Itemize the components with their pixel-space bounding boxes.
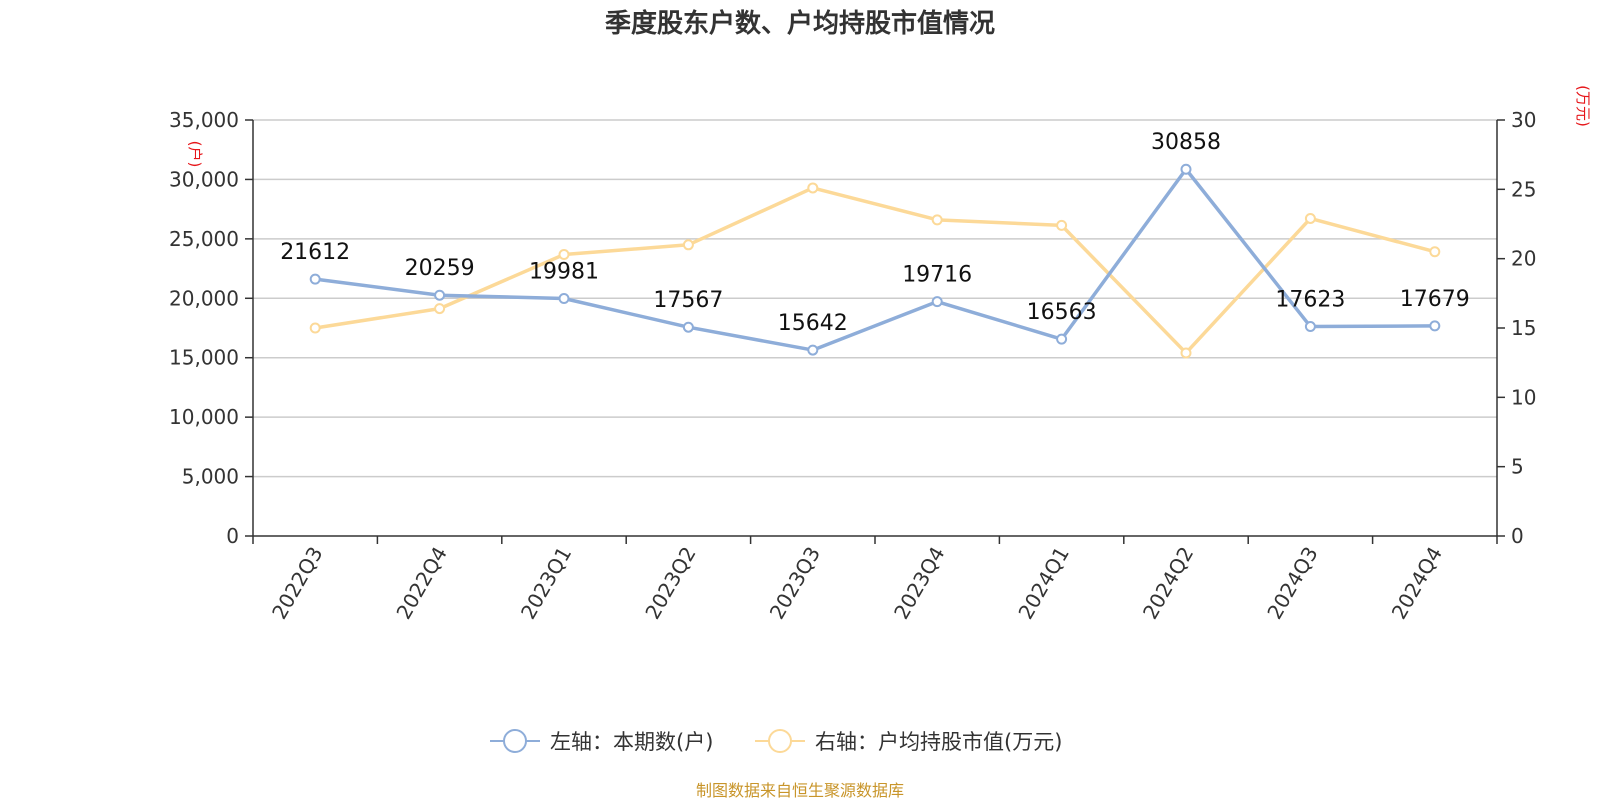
data-source-note: 制图数据来自恒生聚源数据库 <box>696 781 904 800</box>
data-label: 21612 <box>280 240 350 265</box>
data-point[interactable] <box>1056 219 1068 231</box>
data-point[interactable] <box>1180 163 1192 175</box>
y-right-tick-label: 15 <box>1511 316 1536 340</box>
x-tick-label: 2022Q3 <box>267 543 327 624</box>
y-right-tick-label: 20 <box>1511 247 1536 271</box>
x-tick-label: 2024Q3 <box>1262 543 1322 624</box>
y-left-tick-label: 25,000 <box>169 227 239 251</box>
legend-label: 左轴：本期数(户) <box>550 730 713 754</box>
x-tick-label: 2023Q1 <box>516 543 576 624</box>
data-label: 20259 <box>405 256 475 281</box>
y-right-tick-label: 25 <box>1511 177 1536 201</box>
axes: 0 5,000 10,000 15,000 20,000 25,000 30,000 35,0… <box>169 85 1592 623</box>
x-tick-label: 2024Q4 <box>1387 543 1447 624</box>
y-right-tick-label: 5 <box>1511 455 1524 479</box>
data-point[interactable] <box>931 296 943 308</box>
data-point[interactable] <box>434 289 446 301</box>
legend-label: 右轴：户均持股市值(万元) <box>815 730 1062 754</box>
x-tick-label: 2023Q2 <box>640 543 700 624</box>
legend-item[interactable]: 右轴：户均持股市值(万元) <box>755 729 1062 754</box>
y-left-tick-label: 35,000 <box>169 108 239 132</box>
x-tick-label: 2024Q1 <box>1013 543 1073 624</box>
data-label: 16563 <box>1027 300 1097 325</box>
legend-item[interactable]: 左轴：本期数(户) <box>490 729 713 754</box>
y-right-tick-label: 10 <box>1511 385 1536 409</box>
data-point[interactable] <box>309 322 321 334</box>
legend-swatch-marker <box>503 729 527 753</box>
data-label: 17679 <box>1400 287 1470 312</box>
y-right-tick-label: 0 <box>1511 524 1524 548</box>
y-left-tick-label: 5,000 <box>182 465 239 489</box>
data-label: 19981 <box>529 260 599 285</box>
series-lines <box>309 163 1441 359</box>
y-left-tick-label: 10,000 <box>169 405 239 429</box>
data-point[interactable] <box>682 239 694 251</box>
y-left-tick-label: 30,000 <box>169 167 239 191</box>
data-point[interactable] <box>558 293 570 305</box>
data-point[interactable] <box>807 182 819 194</box>
data-label: 19716 <box>902 263 972 288</box>
data-point[interactable] <box>1180 347 1192 359</box>
x-tick-label: 2023Q3 <box>765 543 825 624</box>
data-point[interactable] <box>1429 320 1441 332</box>
chart-title: 季度股东户数、户均持股市值情况 <box>605 8 995 39</box>
y-left-tick-label: 0 <box>226 524 239 548</box>
data-point[interactable] <box>1304 321 1316 333</box>
legend[interactable]: 左轴：本期数(户) 右轴：户均持股市值(万元) <box>490 729 1062 754</box>
series-line <box>314 167 1435 352</box>
x-tick-label: 2023Q4 <box>889 542 949 623</box>
data-label: 30858 <box>1151 130 1221 155</box>
legend-swatch-marker <box>768 729 792 753</box>
data-label: 15642 <box>778 311 848 336</box>
data-point[interactable] <box>1429 246 1441 258</box>
y-left-unit: (户) <box>186 141 204 168</box>
data-point[interactable] <box>434 303 446 315</box>
data-point[interactable] <box>807 344 819 356</box>
data-label: 17623 <box>1275 288 1345 313</box>
series-line <box>314 186 1436 355</box>
data-point[interactable] <box>1304 212 1316 224</box>
x-tick-label: 2022Q4 <box>391 543 451 624</box>
y-left-tick-label: 20,000 <box>169 286 239 310</box>
y-left-tick-label: 15,000 <box>169 346 239 370</box>
x-tick-label: 2024Q2 <box>1138 543 1198 624</box>
data-point[interactable] <box>558 249 570 261</box>
data-labels: 21612 20259 19981 17567 15642 19716 16563 30858… <box>280 130 1470 336</box>
y-right-tick-label: 30 <box>1511 108 1536 132</box>
data-point[interactable] <box>931 214 943 226</box>
y-right-unit: (万元) <box>1574 85 1592 127</box>
data-label: 17567 <box>653 288 723 313</box>
data-point[interactable] <box>309 273 321 285</box>
data-point[interactable] <box>1056 333 1068 345</box>
data-point[interactable] <box>682 321 694 333</box>
